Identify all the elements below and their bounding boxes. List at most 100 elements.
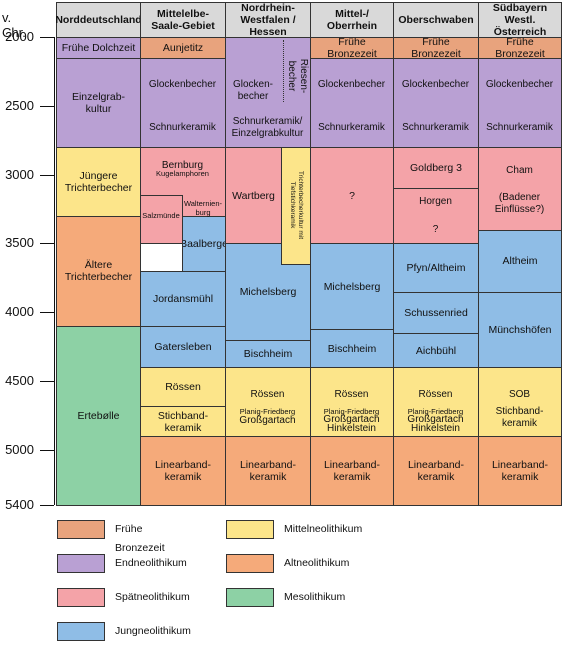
- axis-tick-label: 4000: [5, 304, 34, 320]
- legend-swatch: [226, 554, 274, 573]
- period-cell: [393, 367, 479, 438]
- cell-label: Trichterbecherkultur mit Tiefstichkeramik: [289, 170, 304, 239]
- legend-swatch: [226, 520, 274, 539]
- cell-label: Bernburg: [161, 159, 204, 171]
- axis-tick: [40, 505, 54, 506]
- period-cell: [478, 147, 562, 231]
- period-cell: Gatersleben: [140, 326, 226, 369]
- legend-label: Mesolithikum: [284, 591, 346, 603]
- axis-line: [54, 37, 55, 505]
- period-cell: Einzelgrab-kultur: [56, 57, 141, 149]
- legend-label: Endneolithikum: [115, 557, 187, 569]
- cell-label: Schnurkeramik: [318, 121, 385, 133]
- period-cell: [281, 147, 311, 266]
- period-cell: Michelsberg: [310, 243, 394, 330]
- period-cell: Frühe Bronzezeit: [310, 37, 394, 59]
- column-header: Mittel-/Oberrhein: [310, 2, 394, 38]
- cell-label: Großgartach: [407, 414, 464, 426]
- axis-tick-label: 4500: [5, 373, 34, 389]
- legend-swatch: [226, 588, 274, 607]
- axis-tick: [40, 105, 54, 107]
- axis-tick-label: 2500: [5, 97, 34, 113]
- axis-tick: [40, 449, 54, 451]
- axis-tick-label: 5400: [5, 497, 34, 512]
- period-cell: [478, 367, 562, 438]
- period-cell: Frühe Bronzezeit: [478, 37, 562, 59]
- period-cell: Aunjetitz: [140, 37, 226, 59]
- cell-label: Salzmünde: [142, 211, 180, 221]
- period-cell: Frühe Dolchzeit: [56, 37, 141, 59]
- period-cell: Linearband-keramik: [393, 436, 479, 506]
- period-cell: Schussenried: [393, 291, 479, 334]
- legend-swatch: [57, 554, 105, 573]
- cell-label: Schnurkeramik: [486, 121, 553, 133]
- period-cell: [140, 195, 183, 245]
- axis-tick: [40, 243, 54, 245]
- cell-label: Schnurkeramik: [149, 121, 216, 133]
- column-header: Südbayern Westl. Österreich: [478, 2, 562, 38]
- period-cell: Linearband-keramik: [310, 436, 394, 506]
- cell-label: Rössen: [418, 388, 453, 400]
- cell-label: Großgartach: [323, 414, 380, 426]
- cell-label: Planig-Friedberg: [239, 406, 296, 416]
- axis-tick: [40, 174, 54, 176]
- period-cell: Ertebølle: [56, 326, 141, 506]
- period-cell: Linearband-keramik: [225, 436, 311, 506]
- cell-label: Rössen: [250, 388, 285, 400]
- period-cell: Jordansmühl: [140, 271, 226, 328]
- period-cell: Bischheim: [310, 328, 394, 369]
- period-cell: Münchshöfen: [478, 291, 562, 369]
- period-cell: Frühe Bronzezeit: [393, 37, 479, 59]
- legend-label: Frühe Bronzezeit: [115, 523, 165, 554]
- period-cell: Ältere Trichterbecher: [56, 215, 141, 328]
- cell-label: Großgartach: [239, 415, 296, 427]
- cell-label: Glockenbecher: [317, 79, 386, 91]
- cell-label: Cham: [506, 164, 533, 176]
- cell-label: Glocken-becher: [232, 78, 273, 102]
- cell-label: Glockenbecher: [401, 79, 470, 91]
- period-cell: [140, 57, 226, 149]
- period-cell: Baalberge: [182, 215, 226, 272]
- period-cell: [310, 57, 394, 149]
- cell-label: Glockenbecher: [485, 79, 554, 91]
- cell-label: Schnurkeramik/Einzelgrabkultur: [231, 115, 304, 139]
- column-header: Nordrhein- Westfalen / Hessen: [225, 2, 311, 38]
- axis-tick: [40, 312, 54, 314]
- column-header: Oberschwaben: [393, 2, 479, 38]
- period-cell: Jüngere Trichterbecher: [56, 147, 141, 217]
- period-cell: Rössen: [140, 367, 226, 407]
- axis-tick-label: 2000: [5, 29, 34, 44]
- axis-tick-label: 5000: [5, 441, 34, 457]
- axis-tick-label: 3000: [5, 166, 34, 182]
- cell-label: Walternien-burg: [183, 198, 223, 217]
- axis-tick-label: 3500: [5, 235, 34, 251]
- legend-label: Altneolithikum: [284, 557, 350, 569]
- legend-swatch: [57, 520, 105, 539]
- cell-label: SOB: [508, 388, 531, 400]
- period-cell: Wartberg: [225, 147, 282, 245]
- cell-label: Kugelamphoren: [156, 169, 209, 179]
- legend-swatch: [57, 622, 105, 641]
- cell-label: Horgen: [419, 196, 452, 208]
- period-cell: Linearband-keramik: [140, 436, 226, 506]
- cell-label: Planig-Friedberg: [323, 406, 380, 416]
- period-cell: ?: [310, 147, 394, 245]
- column-header: Norddeutschland: [55, 2, 142, 38]
- period-cell: Aichbühl: [393, 332, 479, 369]
- cell-label: Hinkelstein: [411, 423, 460, 435]
- cell-label: Rössen: [334, 388, 369, 400]
- period-cell: Linearband-keramik: [478, 436, 562, 506]
- legend-label: Spätneolithikum: [115, 591, 190, 603]
- cell-label: Schnurkeramik: [402, 121, 469, 133]
- period-cell: [478, 57, 562, 149]
- column-header: Mittelelbe- Saale-Gebiet: [140, 2, 226, 38]
- cell-label: Glockenbecher: [148, 79, 217, 91]
- period-cell: Pfyn/Altheim: [393, 243, 479, 293]
- divider-line: [283, 39, 284, 102]
- legend-label: Mittelneolithikum: [284, 523, 363, 535]
- period-cell: Stichband-keramik: [140, 405, 226, 438]
- axis-tick: [40, 37, 54, 38]
- legend-swatch: [57, 588, 105, 607]
- cell-label: ?: [432, 223, 439, 235]
- period-cell: Bischheim: [225, 339, 311, 369]
